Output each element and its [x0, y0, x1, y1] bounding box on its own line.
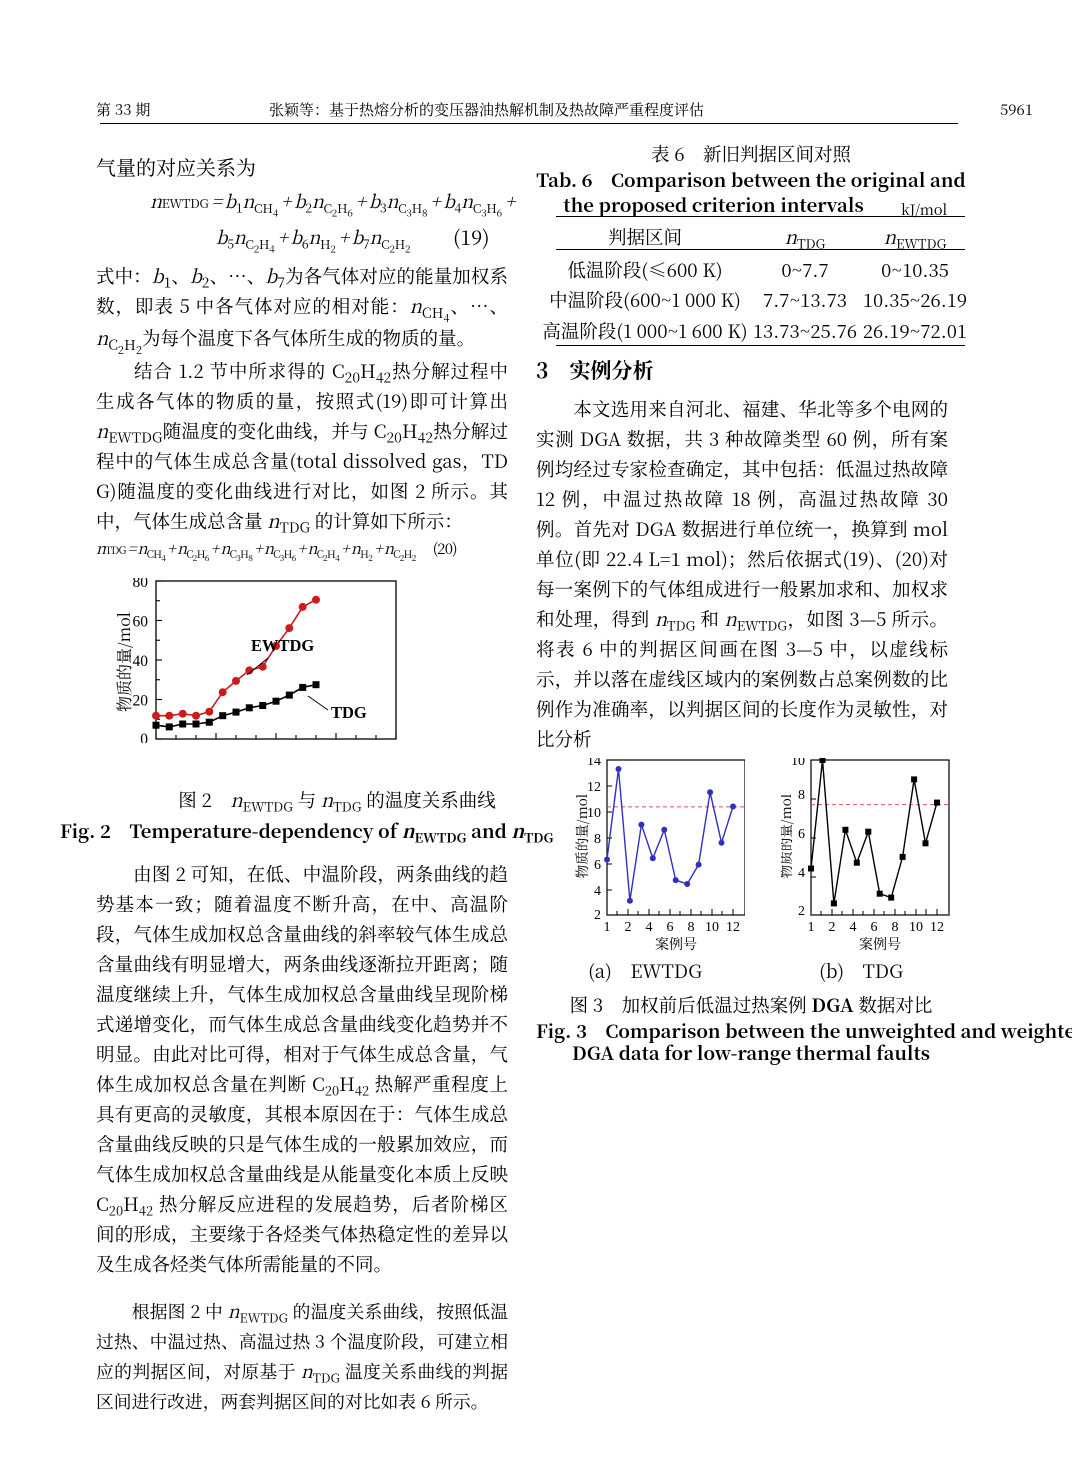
svg-text:12: 12: [587, 780, 601, 795]
svg-text:2: 2: [625, 920, 632, 935]
svg-text:2: 2: [829, 920, 836, 935]
svg-text:0: 0: [140, 731, 148, 743]
svg-text:2: 2: [798, 904, 805, 919]
svg-text:6: 6: [798, 827, 805, 842]
svg-text:4: 4: [798, 866, 805, 881]
svg-text:6: 6: [594, 858, 601, 873]
svg-text:1: 1: [808, 920, 815, 935]
svg-text:8: 8: [594, 832, 601, 847]
svg-text:10: 10: [791, 758, 805, 769]
svg-text:12: 12: [930, 920, 944, 935]
svg-text:8: 8: [798, 788, 805, 803]
svg-text:物质的量/mol: 物质的量/mol: [781, 793, 795, 878]
svg-text:6: 6: [667, 920, 674, 935]
svg-text:4: 4: [594, 884, 601, 899]
svg-text:6: 6: [871, 920, 878, 935]
svg-text:4: 4: [646, 920, 653, 935]
svg-text:8: 8: [688, 920, 695, 935]
svg-text:12: 12: [726, 920, 740, 935]
svg-text:EWTDG: EWTDG: [251, 636, 314, 655]
svg-text:物质的量/mol: 物质的量/mol: [571, 793, 591, 878]
svg-text:8: 8: [892, 920, 899, 935]
svg-text:4: 4: [850, 920, 857, 935]
svg-text:10: 10: [705, 920, 719, 935]
svg-text:2: 2: [594, 908, 601, 923]
svg-text:14: 14: [587, 758, 601, 769]
svg-text:80: 80: [133, 578, 149, 591]
svg-text:10: 10: [909, 920, 923, 935]
svg-text:TDG: TDG: [331, 703, 367, 722]
svg-text:案例号: 案例号: [655, 934, 697, 953]
svg-text:物质的量/mol: 物质的量/mol: [112, 612, 135, 712]
svg-text:1: 1: [604, 920, 611, 935]
svg-text:案例号: 案例号: [859, 934, 901, 953]
